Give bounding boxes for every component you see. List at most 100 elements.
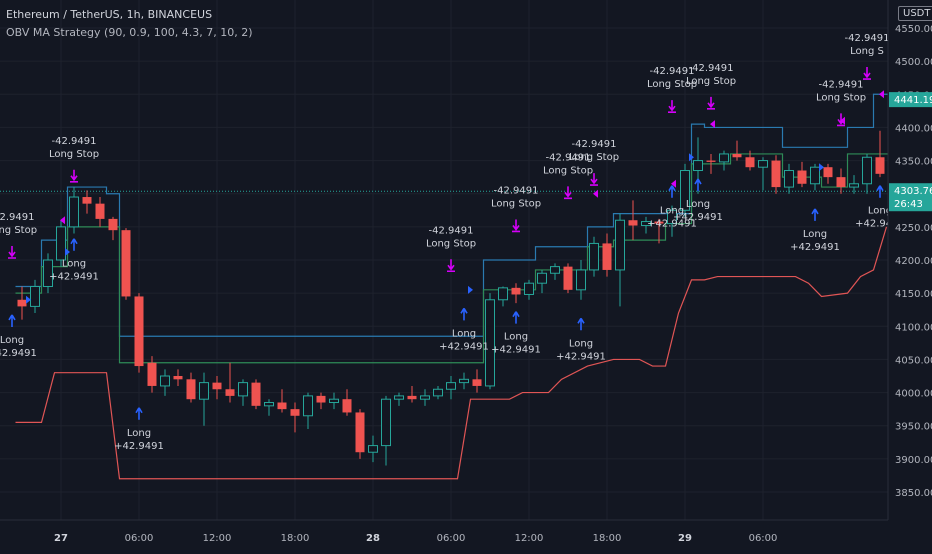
stop-arrow-icon [863, 67, 871, 80]
candle-body [238, 382, 248, 397]
stop-arrow-icon [837, 113, 845, 127]
x-tick-label: 06:00 [749, 533, 778, 544]
candle-body [329, 398, 339, 404]
currency-badge[interactable]: USDT [898, 6, 932, 21]
stop-signal-label: Long Stop [49, 149, 99, 160]
stop-arrow-icon [668, 100, 676, 113]
band-lower [15, 226, 888, 480]
candle-body [69, 196, 79, 228]
long-signal-label: +42.9491 [673, 212, 723, 223]
candle-body [225, 389, 235, 396]
y-tick-label: 3900.00 [895, 455, 932, 466]
candle-body [420, 395, 430, 400]
stop-arrow-icon [70, 169, 78, 183]
entry-marker-stop [879, 90, 884, 99]
candle-body [810, 166, 820, 185]
stop-arrow-icon [590, 173, 598, 186]
candle-body [82, 197, 92, 204]
high-price-badge-text: 4441.19 [894, 95, 932, 106]
long-arrow-icon [668, 185, 676, 198]
candle-body [251, 382, 261, 406]
candle-body [342, 399, 352, 413]
long-signal-label: Long [0, 335, 24, 346]
candle-body [160, 375, 170, 387]
y-tick-label: 4500.00 [895, 57, 932, 68]
candle-body [641, 221, 651, 227]
candle-body [862, 156, 872, 185]
stop-signal-label: Long Stop [426, 238, 476, 249]
candle-body [667, 209, 677, 225]
long-arrow-icon [460, 307, 468, 321]
candle-body [524, 282, 534, 295]
stop-signal-label: -42.9491 [689, 63, 734, 74]
candle-body [108, 218, 118, 231]
candle-body [381, 398, 391, 447]
long-signal-label: Long [868, 206, 892, 217]
long-signal-label: +42.9491 [491, 345, 541, 356]
last-price-badge-text: 26:43 [894, 199, 923, 210]
stop-signal-label: Long S [850, 46, 884, 57]
long-arrow-icon [135, 407, 143, 420]
x-tick-label: 06:00 [125, 533, 154, 544]
entry-marker-stop [710, 120, 715, 129]
long-signal-label: +42.9491 [114, 441, 164, 452]
x-tick-label: 12:00 [203, 533, 232, 544]
candle-body [277, 402, 287, 410]
stop-signal-label: -42.9491 [572, 139, 617, 150]
candle-body [17, 299, 27, 307]
long-signal-label: +42.9491 [790, 242, 840, 253]
long-arrow-icon [876, 185, 884, 198]
long-arrow-icon [577, 317, 585, 331]
symbol-title[interactable]: Ethereum / TetherUS, 1h, BINANCEUS [6, 8, 213, 21]
x-tick-label: 27 [54, 533, 68, 544]
study-legend[interactable]: OBV MA Strategy (90, 0.9, 100, 4.3, 7, 1… [6, 26, 253, 39]
x-tick-label: 18:00 [281, 533, 310, 544]
last-price-badge [889, 183, 932, 212]
last-price-badge-text: 4303.76 [894, 186, 932, 197]
y-tick-label: 4050.00 [895, 355, 932, 366]
entry-marker-stop [593, 189, 598, 198]
candle-body [199, 382, 209, 400]
y-tick-label: 4250.00 [895, 223, 932, 234]
candle-body [732, 153, 742, 158]
long-signal-label: +42.9491 [0, 348, 37, 359]
stop-signal-label: -42.9491 [546, 152, 591, 163]
candle-body [758, 160, 768, 168]
x-tick-label: 18:00 [593, 533, 622, 544]
long-arrow-icon [694, 178, 702, 192]
stop-signal-label: Long Stop [569, 152, 619, 163]
entry-marker-long [26, 295, 31, 304]
candle-body [290, 409, 300, 416]
stop-signal-label: Long Stop [543, 165, 593, 176]
candle-body [472, 379, 482, 386]
y-tick-label: 4550.00 [895, 24, 932, 35]
y-tick-label: 4150.00 [895, 289, 932, 300]
candle-body [30, 286, 40, 307]
long-signal-label: Long [62, 259, 86, 270]
stop-signal-label: -42.9491 [845, 33, 890, 44]
long-signal-label: Long [803, 229, 827, 240]
candle-body [56, 226, 66, 261]
candle-body [602, 243, 612, 270]
long-signal-label: Long [504, 332, 528, 343]
candle-body [485, 299, 495, 387]
candle-body [771, 160, 781, 188]
entry-marker-long [819, 163, 824, 172]
entry-marker-long [65, 248, 70, 257]
candle-body [576, 269, 586, 291]
x-tick-label: 06:00 [437, 533, 466, 544]
stop-signal-label: -42.9491 [819, 79, 864, 90]
candle-body [407, 395, 417, 400]
candle-body [498, 287, 508, 301]
long-signal-label: Long [452, 328, 476, 339]
x-tick-label: 28 [366, 533, 380, 544]
candle-body [95, 203, 105, 219]
candle-body [537, 272, 547, 284]
stop-signal-label: -42.9491 [52, 136, 97, 147]
candle-body [797, 170, 807, 184]
candle-body [394, 395, 404, 400]
stop-signal-label: -42.9491 [650, 66, 695, 77]
y-tick-label: 4100.00 [895, 322, 932, 333]
